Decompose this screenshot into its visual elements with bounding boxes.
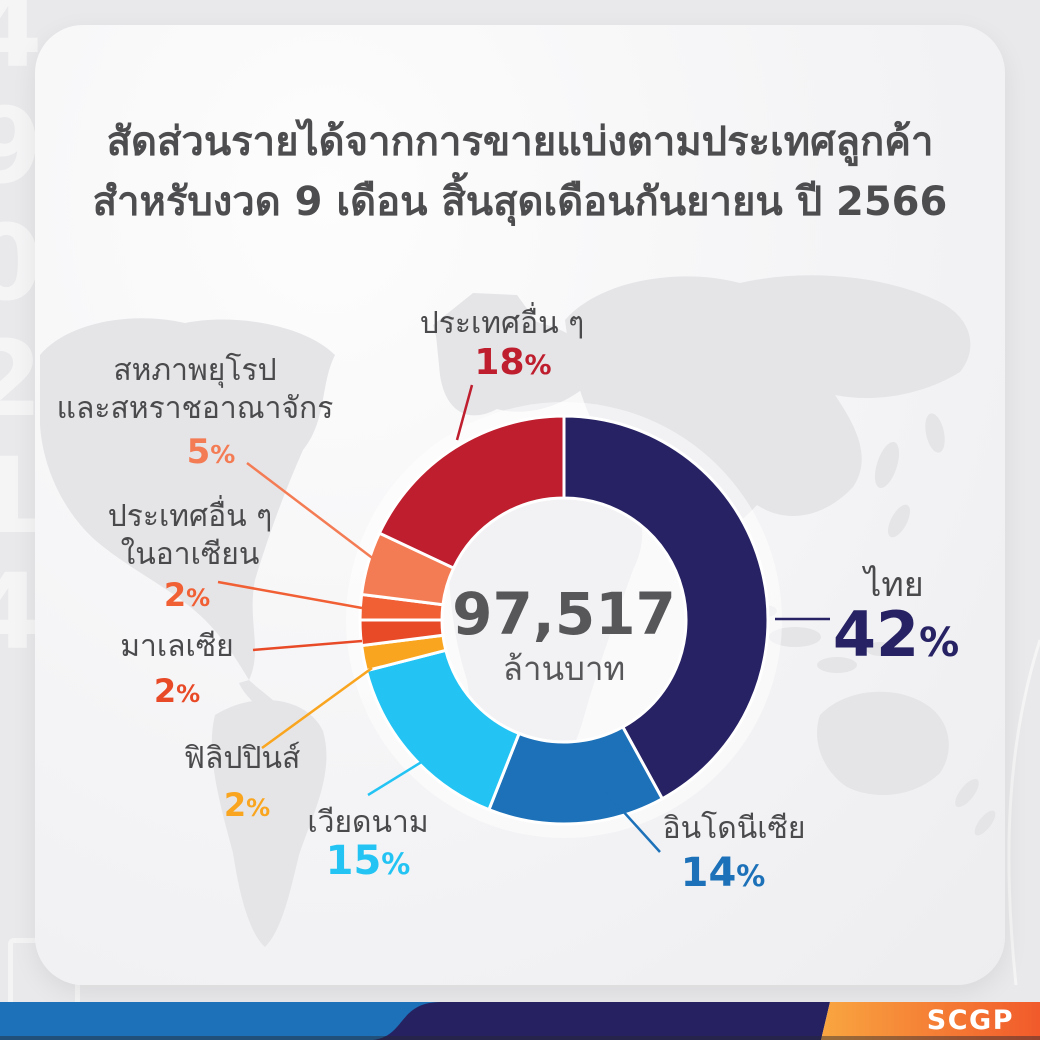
leader-line-vietnam bbox=[367, 756, 429, 797]
chart-title-line2: สำหรับงวด 9 เดือน สิ้นสุดเดือนกันยายน ปี… bbox=[92, 179, 948, 225]
leader-line-indonesia bbox=[601, 787, 661, 853]
center-total-unit: ล้านบาท bbox=[502, 649, 626, 688]
pct-others: 18% bbox=[474, 342, 552, 383]
leader-line-philippines bbox=[261, 666, 373, 750]
pct-vietnam: 15% bbox=[325, 838, 411, 884]
donut-segment-others bbox=[377, 414, 566, 571]
chart-title: สัดส่วนรายได้จากการขายแบ่งตามประเทศลูกค้… bbox=[35, 112, 1005, 232]
leader-line-others bbox=[455, 384, 474, 441]
pct-philippines: 2% bbox=[223, 786, 271, 824]
pct-eu-uk: 5% bbox=[186, 432, 236, 472]
leader-line-other_asean bbox=[217, 580, 363, 610]
label-indonesia: อินโดนีเซีย bbox=[662, 811, 806, 846]
label-eu-uk: สหภาพยุโรป และสหราชอาณาจักร bbox=[56, 353, 334, 426]
leader-line-eu_uk bbox=[246, 462, 376, 561]
footer-bar-orange bbox=[821, 1002, 1040, 1040]
footer-bar bbox=[0, 1002, 1040, 1040]
scgp-logo: SCGP bbox=[926, 1005, 1014, 1036]
footer-bar-navy bbox=[373, 1002, 830, 1040]
center-total-value: 97,517 bbox=[452, 580, 676, 648]
label-philippines: ฟิลิปปินส์ bbox=[183, 741, 301, 776]
pct-other-asean: 2% bbox=[163, 576, 211, 614]
label-vietnam: เวียดนาม bbox=[307, 805, 429, 840]
label-others: ประเทศอื่น ๆ bbox=[419, 306, 585, 341]
label-malaysia: มาเลเซีย bbox=[120, 629, 234, 664]
pct-malaysia: 2% bbox=[153, 672, 201, 710]
pct-indonesia: 14% bbox=[680, 850, 766, 896]
bottom-edge-shadow bbox=[0, 1036, 1040, 1040]
chart-title-line1: สัดส่วนรายได้จากการขายแบ่งตามประเทศลูกค้… bbox=[106, 119, 934, 165]
pct-thailand: 42% bbox=[832, 598, 960, 671]
label-other-asean: ประเทศอื่น ๆ ในอาเซียน bbox=[107, 499, 273, 572]
donut-segment-thailand bbox=[562, 414, 770, 801]
label-thailand: ไทย bbox=[864, 565, 924, 605]
leader-line-malaysia bbox=[252, 639, 363, 652]
